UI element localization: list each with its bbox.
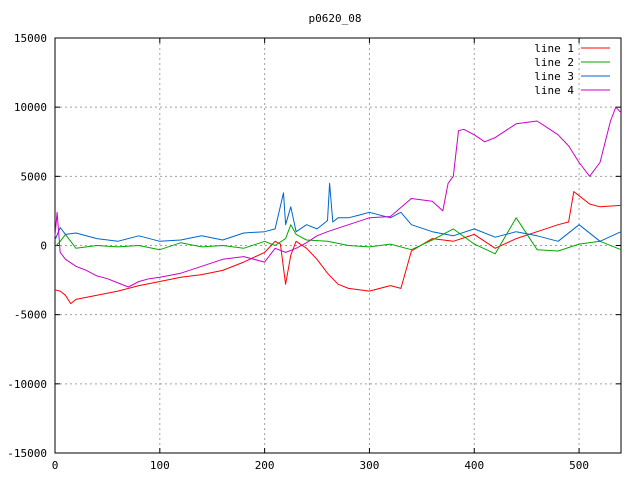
- series-line-4: [54, 106, 622, 288]
- legend-label: line 3: [534, 70, 574, 83]
- x-tick-label: 0: [52, 459, 59, 472]
- y-tick-label: -5000: [14, 309, 47, 322]
- y-axis: -15000 -10000 -5000 0 5000 10000 15000: [7, 32, 621, 460]
- x-tick-label: 200: [255, 459, 275, 472]
- series-lines: [54, 106, 622, 305]
- x-tick-label: 400: [464, 459, 484, 472]
- x-tick-label: 300: [360, 459, 380, 472]
- y-tick-label: 0: [40, 240, 47, 253]
- legend-label: line 2: [534, 56, 574, 69]
- x-tick-label: 500: [569, 459, 589, 472]
- legend-label: line 4: [534, 84, 574, 97]
- y-tick-label: 15000: [14, 32, 47, 45]
- series-line-2: [54, 217, 622, 255]
- series-line-3: [54, 182, 622, 242]
- grid-lines: [55, 38, 621, 453]
- x-tick-label: 100: [150, 459, 170, 472]
- y-tick-label: -15000: [7, 447, 47, 460]
- series-line-1: [54, 191, 622, 305]
- x-axis: 0 100 200 300 400 500: [52, 38, 589, 472]
- y-tick-label: -10000: [7, 378, 47, 391]
- y-tick-label: 5000: [21, 170, 48, 183]
- y-tick-label: 10000: [14, 101, 47, 114]
- chart-title: p0620_08: [309, 12, 362, 25]
- legend-label: line 1: [534, 42, 574, 55]
